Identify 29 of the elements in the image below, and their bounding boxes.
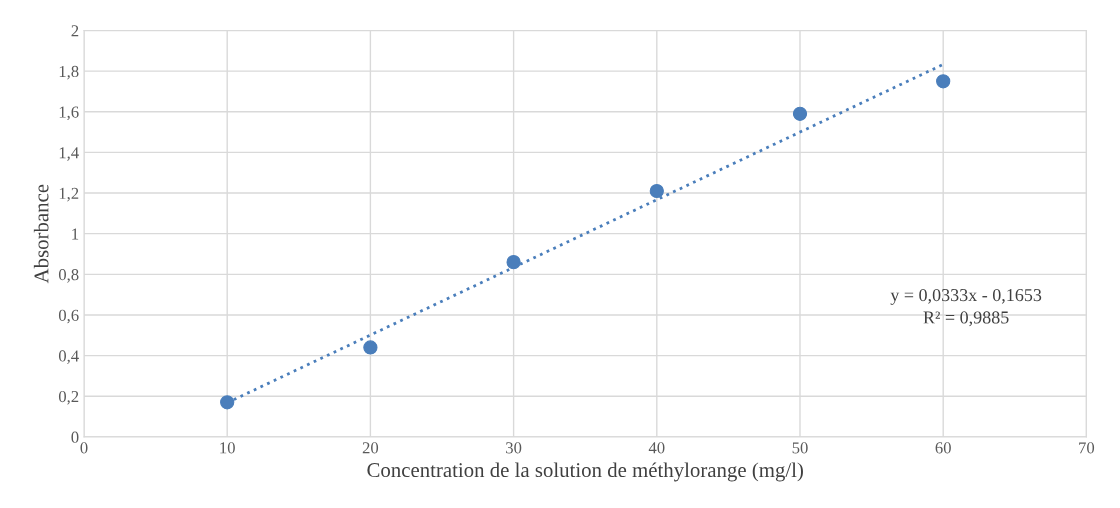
y-tick-label: 1,4 bbox=[59, 147, 79, 161]
y-tick-label: 1,6 bbox=[59, 106, 79, 121]
point bbox=[506, 255, 521, 270]
y-tick-label: 0,6 bbox=[58, 309, 79, 324]
x-tick-label: 40 bbox=[648, 442, 665, 454]
y-tick-label: 1,2 bbox=[59, 187, 79, 202]
x-tick-label: 60 bbox=[935, 442, 951, 454]
point bbox=[220, 395, 235, 410]
annotation: R² = 0,9885 bbox=[923, 311, 1009, 327]
x-tick-label: 70 bbox=[1079, 442, 1095, 454]
y-tick-label: 1,8 bbox=[59, 65, 79, 80]
y-tick-label: 0,8 bbox=[58, 269, 79, 283]
y-tick-label: 0 bbox=[71, 431, 79, 443]
point bbox=[649, 183, 664, 199]
annotation: y = 0,0333x - 0,1653 bbox=[890, 288, 1042, 305]
x-tick-label: 30 bbox=[506, 442, 522, 454]
y-tick-label: 2 bbox=[71, 25, 79, 37]
y-tick-label: 0,2 bbox=[58, 390, 79, 405]
x-tick-label: 20 bbox=[362, 442, 379, 454]
y-tick-label: 0,4 bbox=[58, 350, 79, 364]
x-tick-label: 10 bbox=[220, 442, 235, 454]
y-axis-title: Absorbance bbox=[33, 184, 49, 284]
x-tick-label: 50 bbox=[792, 442, 808, 454]
point bbox=[936, 74, 951, 89]
point bbox=[363, 340, 378, 355]
x-axis-title: Concentration de la solution de méthylorange (mg/l) bbox=[367, 462, 803, 482]
y-tick-label: 1 bbox=[72, 228, 79, 240]
point bbox=[792, 106, 808, 121]
x-tick-label: 0 bbox=[80, 442, 88, 454]
